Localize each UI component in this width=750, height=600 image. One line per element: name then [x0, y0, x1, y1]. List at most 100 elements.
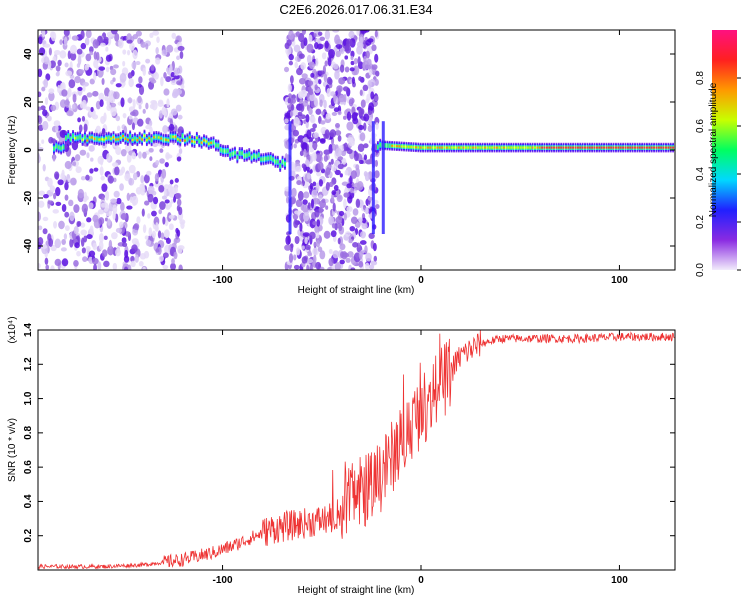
noise-speck — [89, 78, 95, 85]
noise-speck — [59, 82, 65, 90]
ridge-band — [155, 135, 158, 139]
noise-speck — [331, 264, 337, 270]
noise-speck — [289, 75, 294, 84]
noise-speck — [318, 70, 325, 75]
ridge-band — [198, 139, 201, 143]
noise-speck — [132, 34, 139, 40]
ridge-peak — [596, 146, 598, 149]
ridge-peak — [100, 138, 103, 141]
noise-speck — [42, 109, 48, 117]
noise-speck — [170, 262, 177, 270]
ridge-band — [245, 153, 248, 158]
noise-speck — [38, 115, 43, 125]
ridge-peak — [488, 146, 491, 149]
noise-speck — [61, 89, 68, 97]
noise-speck — [52, 154, 56, 162]
noise-speck — [41, 139, 45, 144]
noise-speck — [306, 264, 310, 270]
noise-speck — [93, 263, 97, 270]
noise-speck — [105, 190, 110, 201]
noise-speck — [107, 218, 111, 226]
ridge-peak — [472, 146, 474, 149]
noise-speck — [335, 50, 342, 58]
noise-speck — [345, 257, 351, 263]
noise-speck — [138, 76, 143, 84]
noise-speck — [88, 202, 94, 210]
noise-speck — [355, 164, 360, 171]
noise-speck — [289, 110, 294, 118]
noise-speck — [360, 231, 366, 239]
noise-speck — [91, 257, 99, 265]
noise-speck — [54, 258, 62, 267]
ridge-band — [236, 155, 239, 160]
ridge-peak — [455, 146, 458, 149]
noise-speck — [302, 100, 309, 107]
noise-speck — [44, 97, 49, 106]
noise-speck — [332, 250, 340, 259]
noise-speck — [158, 255, 164, 262]
noise-speck — [65, 98, 70, 108]
noise-speck — [110, 106, 117, 117]
noise-speck — [341, 251, 348, 260]
ridge-peak — [593, 146, 596, 149]
noise-speck — [163, 88, 170, 96]
noise-speck — [105, 54, 112, 62]
x-tick-label: 0 — [418, 275, 424, 286]
noise-speck — [170, 71, 175, 78]
noise-speck — [357, 143, 365, 153]
noise-speck — [321, 198, 326, 203]
ridge-band — [267, 156, 270, 161]
noise-speck — [313, 33, 317, 38]
noise-speck — [142, 266, 146, 270]
ridge-peak — [622, 146, 625, 149]
noise-speck — [116, 197, 122, 205]
noise-speck — [312, 181, 317, 187]
noise-speck — [296, 180, 302, 186]
noise-speck — [173, 238, 178, 245]
noise-speck — [162, 252, 169, 259]
ridge-peak — [417, 146, 420, 149]
ridge-band — [376, 145, 379, 149]
noise-speck — [288, 30, 295, 41]
noise-speck — [103, 235, 108, 241]
ridge-peak — [536, 146, 539, 149]
ridge-band — [379, 143, 382, 147]
noise-speck — [171, 258, 175, 265]
ridge-peak — [443, 146, 446, 149]
spectrogram-y-label: Frequency (Hz) — [7, 116, 18, 185]
noise-speck — [290, 97, 297, 104]
noise-speck — [333, 184, 339, 192]
noise-speck — [147, 213, 151, 219]
noise-speck — [150, 79, 157, 84]
noise-speck — [323, 154, 328, 162]
noise-speck — [325, 113, 331, 120]
noise-speck — [60, 247, 67, 252]
noise-speck — [356, 30, 360, 36]
noise-speck — [288, 253, 294, 263]
noise-speck — [64, 182, 69, 191]
ridge-peak — [484, 146, 486, 149]
noise-speck — [170, 108, 178, 116]
noise-speck — [308, 107, 313, 115]
ridge-band — [281, 160, 284, 164]
noise-speck — [367, 196, 374, 201]
noise-speck — [70, 177, 77, 186]
ridge-peak — [467, 146, 470, 149]
ridge-peak — [450, 146, 453, 149]
noise-speck — [323, 149, 331, 156]
noise-speck — [312, 142, 318, 149]
noise-speck — [128, 178, 135, 186]
noise-speck — [157, 230, 162, 239]
noise-speck — [328, 216, 335, 226]
noise-speck — [157, 246, 162, 256]
noise-speck — [363, 122, 367, 131]
noise-speck — [321, 52, 327, 60]
noise-speck — [81, 115, 86, 122]
noise-speck — [114, 166, 120, 176]
noise-speck — [50, 31, 57, 42]
noise-speck — [52, 209, 59, 214]
ridge-band — [217, 143, 220, 148]
noise-speck — [293, 44, 301, 53]
ridge-peak — [131, 138, 134, 141]
colorbar-gradient — [712, 30, 737, 270]
